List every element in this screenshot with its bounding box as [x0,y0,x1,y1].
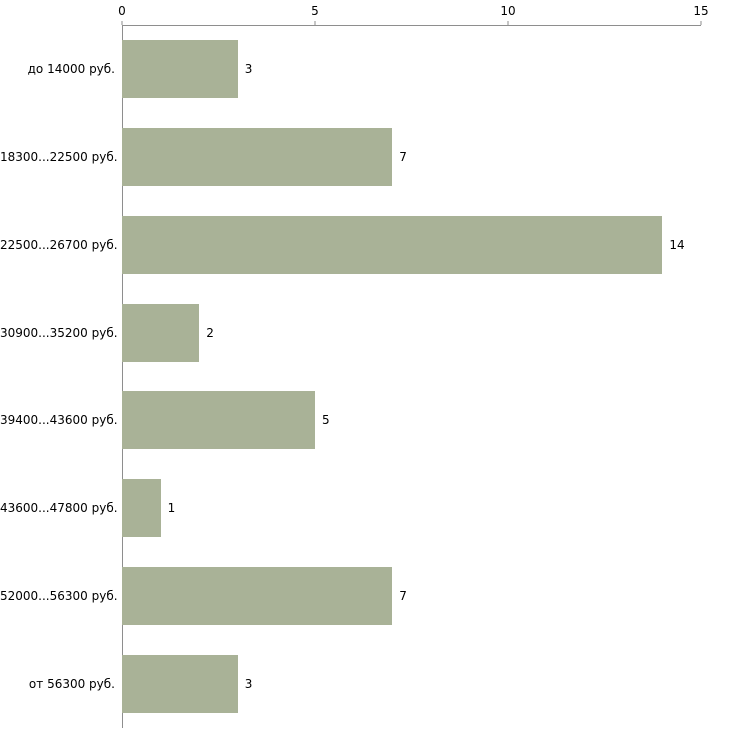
chart-row: 43600...47800 руб. 1 [0,464,701,552]
category-label: 22500...26700 руб. [0,237,118,252]
category-label: 30900...35200 руб. [0,325,118,340]
category-label: до 14000 руб. [27,61,115,76]
bar-area: 3 [122,25,701,113]
bar [122,479,161,538]
chart-row: 30900...35200 руб. 2 [0,289,701,377]
chart-row: 18300...22500 руб. 7 [0,113,701,201]
x-tick-mark [121,21,123,25]
x-tick-mark [700,21,702,25]
category-label: от 56300 руб. [28,677,115,692]
value-label: 5 [322,413,330,428]
value-label: 3 [244,61,253,76]
category-label: 52000...56300 руб. [0,589,118,604]
value-label: 3 [244,677,253,692]
bar-area: 1 [122,464,701,552]
x-tick-label: 5 [311,4,319,18]
bar [122,391,315,450]
bar-area: 5 [122,377,701,465]
bar-area: 7 [122,552,701,640]
bar [122,655,238,714]
category-label: 43600...47800 руб. [0,501,118,516]
chart-row: 39400...43600 руб. 5 [0,377,701,465]
x-tick-label: 15 [693,4,709,18]
x-tick-mark [507,21,509,25]
value-label: 14 [669,237,685,252]
bar-area: 14 [122,201,701,289]
category-label: 39400...43600 руб. [0,413,118,428]
value-label: 7 [399,149,407,164]
bar-area: 2 [122,289,701,377]
x-tick-mark [314,21,316,25]
value-label: 1 [167,501,176,516]
x-axis: 0 5 10 15 [118,0,709,25]
category-label: 18300...22500 руб. [0,149,118,164]
bar-rows: до 14000 руб. 3 18300...22500 руб. 7 22500..… [0,25,701,728]
bar [122,127,393,186]
chart-row: 52000...56300 руб. 7 [0,552,701,640]
value-label: 2 [206,325,214,340]
x-axis-line [122,25,701,26]
bar [122,567,393,626]
y-axis-line [122,25,123,728]
bar [122,39,238,98]
bar [122,303,200,362]
bar-area: 7 [122,113,701,201]
bar-area: 3 [122,640,701,728]
x-tick-label: 0 [118,4,126,18]
chart-row: 22500...26700 руб. 14 [0,201,701,289]
bar [122,215,663,274]
chart-row: до 14000 руб. 3 [0,25,701,113]
x-tick-label: 10 [500,4,516,18]
value-label: 7 [399,589,407,604]
chart-row: от 56300 руб. 3 [0,640,701,728]
